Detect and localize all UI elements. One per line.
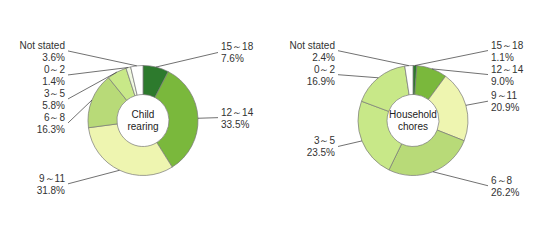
svg-text:9～1131.8%: 9～1131.8% xyxy=(37,173,66,196)
svg-text:15～181.1%: 15～181.1% xyxy=(491,40,524,63)
svg-text:12～149.0%: 12～149.0% xyxy=(491,64,524,87)
svg-text:Not stated3.6%: Not stated3.6% xyxy=(19,40,65,63)
html-text:Child: Child xyxy=(131,108,155,120)
html-text:rearing: rearing xyxy=(127,120,159,132)
html-text:Household: Household xyxy=(389,108,437,120)
svg-text:6～826.2%: 6～826.2% xyxy=(491,175,519,198)
svg-text:3～523.5%: 3～523.5% xyxy=(307,135,336,158)
svg-text:Not stated2.4%: Not stated2.4% xyxy=(289,40,335,63)
svg-text:0～216.9%: 0～216.9% xyxy=(307,64,336,87)
svg-text:6～816.3%: 6～816.3% xyxy=(37,112,66,135)
svg-text:3～55.8%: 3～55.8% xyxy=(42,88,65,111)
svg-text:12～1433.5%: 12～1433.5% xyxy=(221,107,254,130)
svg-text:15～187.6%: 15～187.6% xyxy=(221,41,254,64)
html-text:chores: chores xyxy=(398,120,428,132)
svg-text:0～21.4%: 0～21.4% xyxy=(42,64,65,87)
svg-text:9～1120.9%: 9～1120.9% xyxy=(491,90,519,113)
